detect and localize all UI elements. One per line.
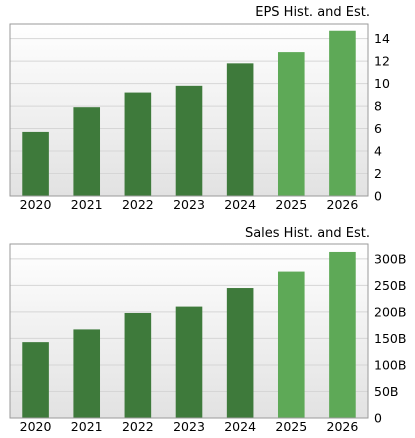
sales-y-tick-label: 250B	[374, 278, 406, 293]
eps-y-axis: 0 2 4 6 8 10 12 14	[374, 31, 390, 203]
sales-x-tick-label: 2023	[173, 419, 205, 434]
sales-bar-2023	[175, 306, 203, 418]
eps-y-tick-label: 2	[374, 166, 382, 181]
sales-bars	[22, 251, 356, 418]
eps-x-tick-label: 2022	[122, 197, 154, 212]
eps-y-tick-label: 0	[374, 189, 382, 204]
eps-bar-2023	[175, 85, 203, 196]
eps-x-tick-label: 2021	[71, 197, 103, 212]
eps-plot-frame	[9, 23, 369, 197]
eps-x-tick-label: 2020	[20, 197, 52, 212]
eps-bar-2022	[124, 92, 152, 196]
sales-bar-2026	[329, 251, 356, 418]
eps-y-tick-label: 10	[374, 76, 390, 91]
eps-x-tick-label: 2024	[224, 197, 256, 212]
sales-x-tick-label: 2021	[71, 419, 103, 434]
sales-bar-2024	[226, 288, 254, 418]
eps-chart-title: EPS Hist. and Est.	[255, 5, 370, 20]
eps-bars	[22, 30, 356, 196]
sales-y-tick-label: 300B	[374, 251, 406, 266]
sales-y-tick-label: 100B	[374, 357, 406, 372]
eps-bar-2021	[73, 107, 101, 196]
sales-plot-frame	[9, 243, 369, 419]
sales-y-tick-label: 50B	[374, 384, 398, 399]
eps-y-tick-label: 12	[374, 54, 390, 69]
eps-y-tick-label: 8	[374, 99, 382, 114]
eps-bar-2020	[22, 131, 49, 196]
sales-chart-title: Sales Hist. and Est.	[245, 226, 370, 241]
sales-x-tick-label: 2025	[275, 419, 307, 434]
sales-chart: Sales Hist. and Est. 0 50B 100B 150B 200B 250…	[9, 226, 406, 434]
sales-x-tick-label: 2020	[20, 419, 52, 434]
eps-y-tick-label: 14	[374, 31, 390, 46]
eps-x-tick-label: 2023	[173, 197, 205, 212]
sales-bar-2020	[22, 342, 49, 418]
eps-bar-2025	[277, 52, 305, 196]
sales-x-tick-label: 2024	[224, 419, 256, 434]
sales-y-tick-label: 150B	[374, 331, 406, 346]
eps-bar-2026	[329, 30, 356, 196]
sales-bar-2025	[277, 271, 305, 418]
sales-y-tick-label: 0	[374, 411, 382, 426]
sales-x-axis: 2020 2021 2022 2023 2024 2025 2026	[20, 419, 359, 434]
eps-bar-2024	[226, 63, 254, 196]
eps-x-axis: 2020 2021 2022 2023 2024 2025 2026	[20, 197, 359, 212]
eps-x-tick-label: 2026	[327, 197, 359, 212]
eps-y-tick-label: 6	[374, 121, 382, 136]
eps-y-tick-label: 4	[374, 144, 382, 159]
sales-bar-2021	[73, 329, 101, 418]
sales-bar-2022	[124, 312, 152, 418]
sales-x-tick-label: 2026	[327, 419, 359, 434]
sales-y-axis: 0 50B 100B 150B 200B 250B 300B	[374, 251, 406, 425]
sales-x-tick-label: 2022	[122, 419, 154, 434]
eps-x-tick-label: 2025	[275, 197, 307, 212]
sales-y-tick-label: 200B	[374, 304, 406, 319]
